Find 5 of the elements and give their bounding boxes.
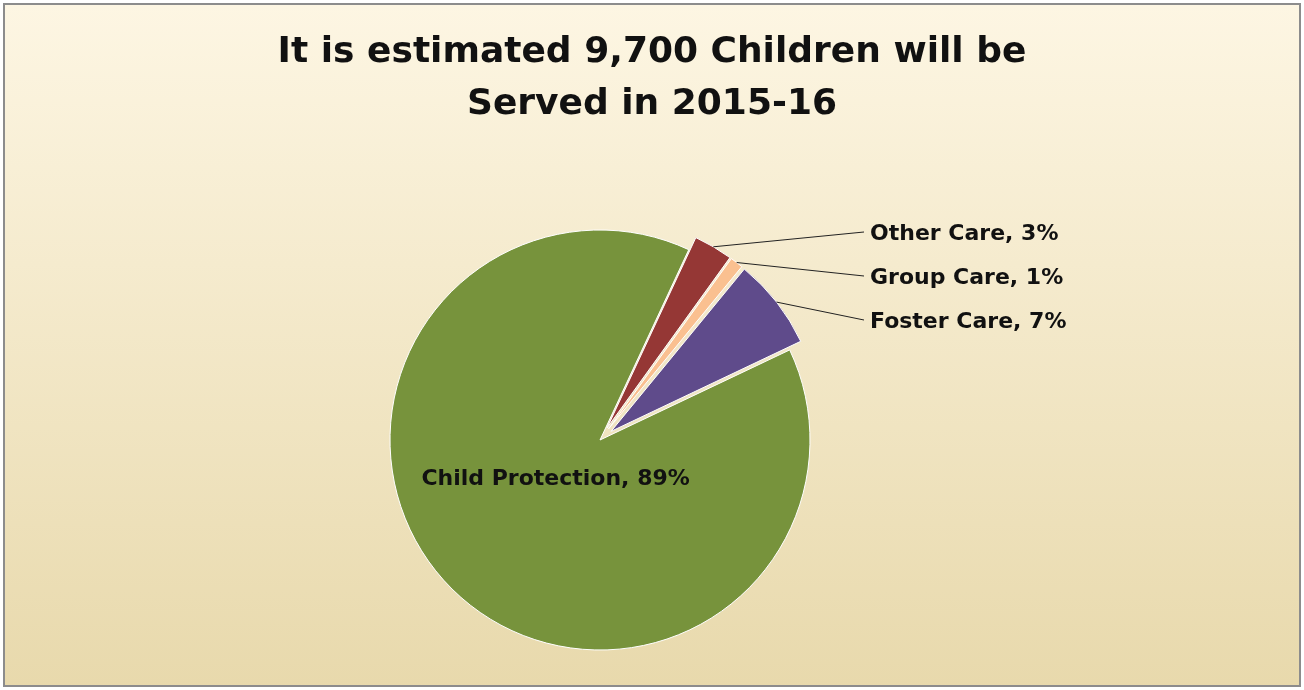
- slice-label: Group Care, 1%: [870, 264, 1064, 289]
- slice-label: Child Protection, 89%: [421, 464, 690, 490]
- chart-title: It is estimated 9,700 Children will be Served in 2015-16: [277, 29, 1027, 122]
- slice-label: Foster Care, 7%: [870, 308, 1067, 333]
- slice-label: Other Care, 3%: [870, 220, 1059, 245]
